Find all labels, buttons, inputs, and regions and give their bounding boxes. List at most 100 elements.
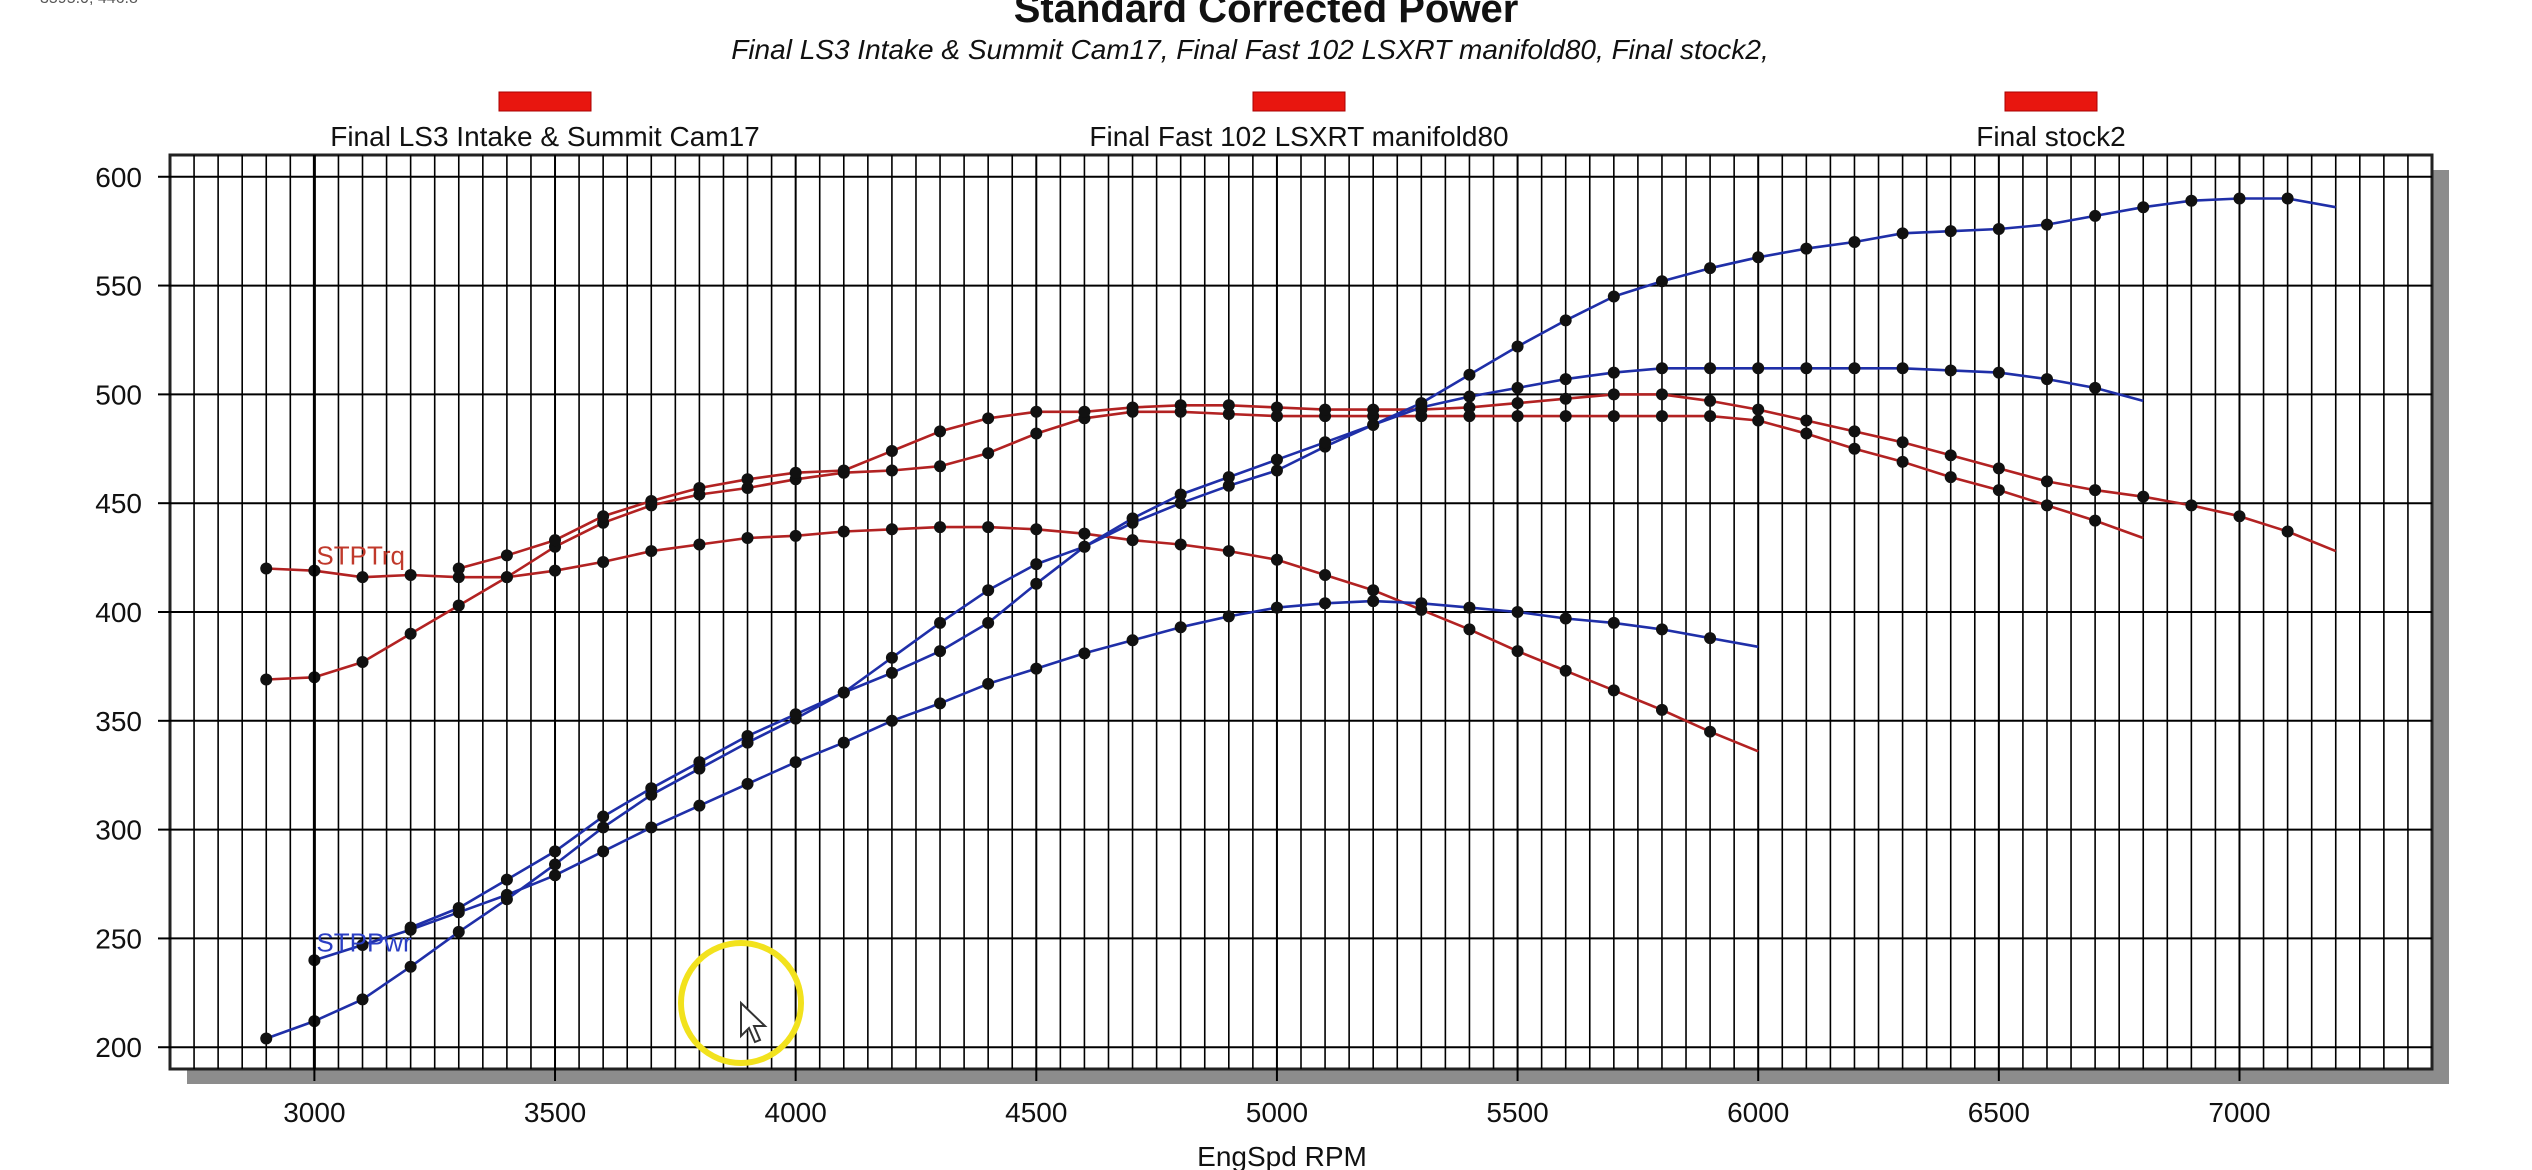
data-point	[1463, 410, 1476, 423]
data-point	[2089, 209, 2102, 222]
data-point	[934, 425, 947, 438]
x-ticks: 3000 3500 4000 4500 5000 5500 6000 6500 7000	[283, 1069, 2271, 1128]
data-point	[1607, 388, 1620, 401]
legend: Final LS3 Intake & Summit Cam17 Final Fas…	[330, 91, 2126, 152]
data-point	[1078, 405, 1091, 418]
data-point	[2040, 218, 2053, 231]
data-point	[1463, 401, 1476, 414]
data-point	[1078, 647, 1091, 660]
data-point	[1704, 725, 1717, 738]
data-point	[2089, 514, 2102, 527]
series-group	[260, 192, 2337, 1045]
data-point	[741, 481, 754, 494]
x-axis-label: EngSpd RPM	[1197, 1141, 1367, 1170]
data-point	[1270, 401, 1283, 414]
data-point	[1415, 597, 1428, 610]
grid	[170, 155, 2432, 1069]
data-point	[741, 730, 754, 743]
data-point	[1800, 427, 1813, 440]
data-point	[1270, 410, 1283, 423]
data-point	[1752, 362, 1765, 375]
annotation-stptrq: STPTrq	[316, 540, 405, 570]
data-point	[500, 571, 513, 584]
data-point	[837, 525, 850, 538]
mouse-pointer-icon	[740, 1000, 768, 1044]
data-point	[693, 538, 706, 551]
data-point	[1655, 410, 1668, 423]
data-point	[500, 873, 513, 886]
data-point	[1655, 362, 1668, 375]
data-point	[1992, 462, 2005, 475]
y-tick-label: 600	[95, 162, 142, 193]
data-point	[1655, 703, 1668, 716]
data-point	[1511, 381, 1524, 394]
x-tick-label: 6500	[1968, 1097, 2030, 1128]
data-point	[2185, 499, 2198, 512]
data-point	[1415, 397, 1428, 410]
data-point	[2040, 499, 2053, 512]
x-tick-label: 6000	[1727, 1097, 1789, 1128]
x-tick-label: 5500	[1486, 1097, 1548, 1128]
y-tick-label: 300	[95, 815, 142, 846]
data-point	[1126, 401, 1139, 414]
data-point	[1222, 545, 1235, 558]
data-point	[1848, 362, 1861, 375]
data-point	[404, 569, 417, 582]
data-point	[934, 697, 947, 710]
data-point	[934, 460, 947, 473]
data-point	[1655, 623, 1668, 636]
data-point	[1607, 684, 1620, 697]
data-point	[452, 599, 465, 612]
data-point	[1944, 449, 1957, 462]
data-point	[1030, 558, 1043, 571]
chart-subtitle: Final LS3 Intake & Summit Cam17, Final F…	[731, 34, 1769, 65]
data-point	[500, 893, 513, 906]
data-point	[1559, 410, 1572, 423]
data-point	[1752, 251, 1765, 264]
y-tick-label: 200	[95, 1032, 142, 1063]
legend-label: Final Fast 102 LSXRT manifold80	[1089, 121, 1508, 152]
data-point	[1367, 403, 1380, 416]
data-point	[1126, 634, 1139, 647]
data-point	[1270, 453, 1283, 466]
data-point	[1511, 606, 1524, 618]
data-point	[260, 673, 273, 686]
data-point	[356, 571, 369, 584]
data-point	[1319, 436, 1332, 449]
data-point	[356, 938, 369, 951]
data-point	[982, 584, 995, 597]
data-point	[2185, 194, 2198, 207]
data-point	[1704, 632, 1717, 645]
data-point	[1559, 392, 1572, 405]
series-line-stppwr-4	[265, 366, 2144, 1040]
data-point	[982, 677, 995, 690]
data-point	[1848, 442, 1861, 455]
x-tick-label: 4000	[765, 1097, 827, 1128]
legend-label: Final stock2	[1976, 121, 2125, 152]
data-point	[645, 495, 658, 508]
data-point	[885, 523, 898, 536]
data-point	[1992, 484, 2005, 497]
data-point	[356, 656, 369, 669]
data-point	[2137, 201, 2150, 214]
data-point	[597, 510, 610, 523]
data-point	[1270, 601, 1283, 614]
data-point	[260, 562, 273, 575]
data-point	[1800, 242, 1813, 255]
data-point	[1559, 664, 1572, 677]
data-point	[1511, 645, 1524, 658]
data-point	[885, 464, 898, 477]
data-point	[1174, 621, 1187, 634]
data-point	[1030, 523, 1043, 536]
data-point	[837, 686, 850, 699]
y-tick-label: 250	[95, 923, 142, 954]
data-point	[741, 532, 754, 545]
data-point	[1559, 612, 1572, 625]
data-point	[2040, 475, 2053, 488]
data-point	[982, 447, 995, 460]
data-point	[404, 960, 417, 973]
legend-swatch	[498, 91, 592, 112]
data-point	[500, 549, 513, 562]
y-tick-label: 400	[95, 597, 142, 628]
